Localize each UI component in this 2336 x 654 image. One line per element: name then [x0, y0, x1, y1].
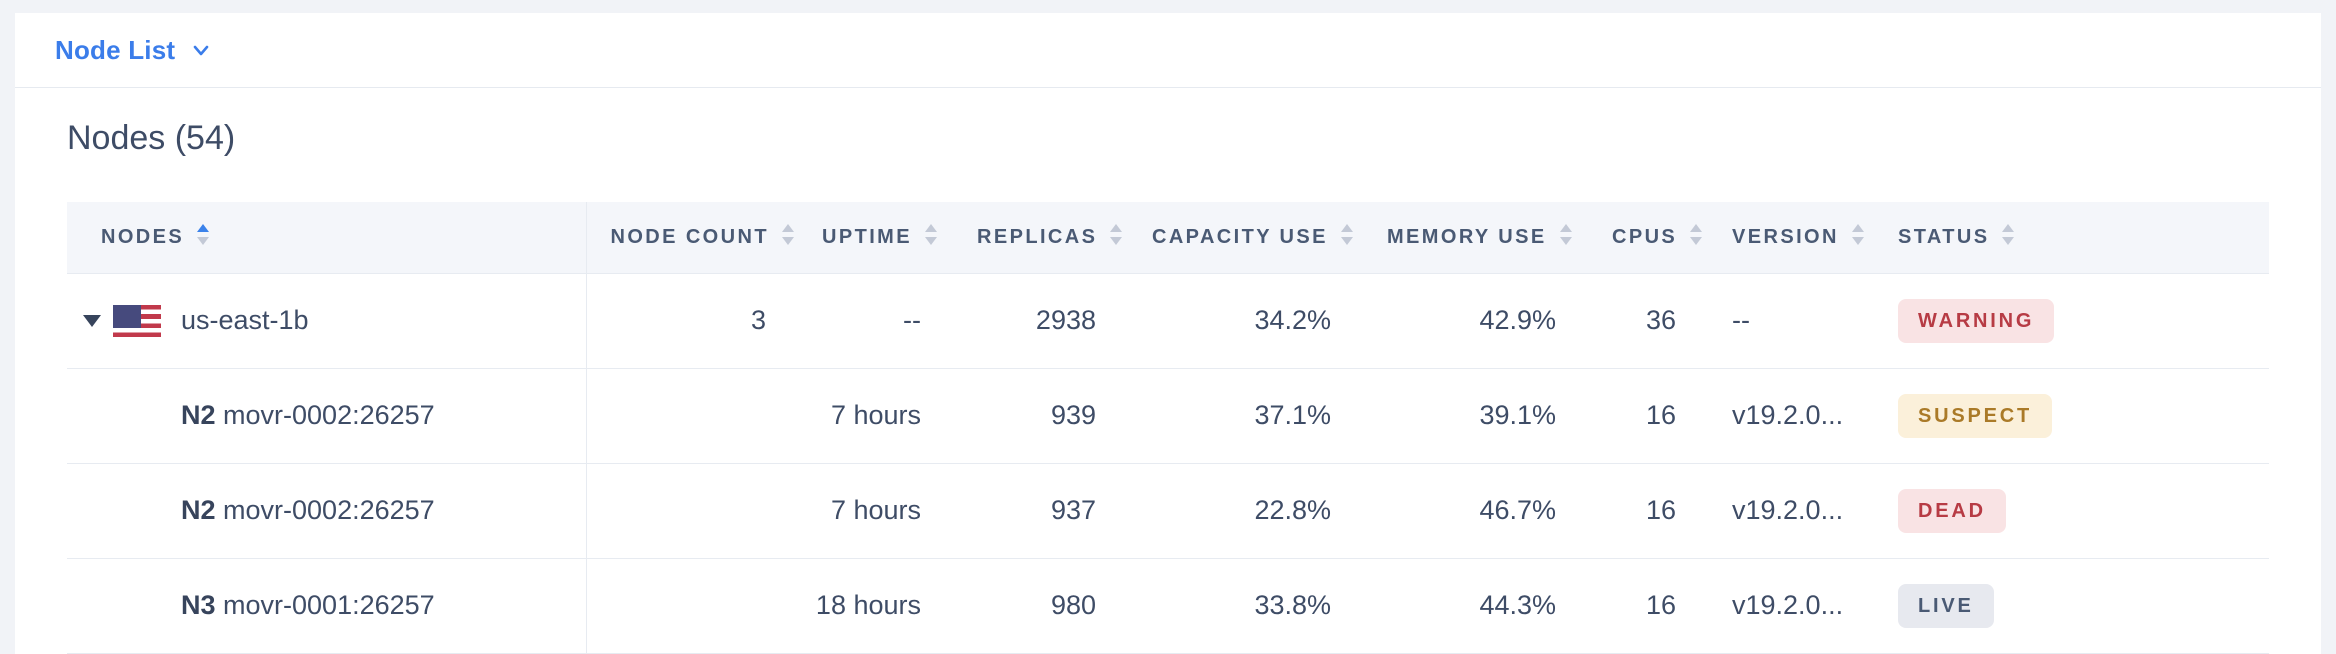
cell-capacity-use: 37.1%: [1128, 368, 1363, 464]
column-label: MEMORY USE: [1387, 225, 1547, 248]
column-header-status[interactable]: STATUS: [1874, 202, 2269, 274]
collapse-caret-icon[interactable]: [83, 314, 101, 327]
column-header-nodes[interactable]: NODES: [67, 202, 587, 274]
column-header-node-count[interactable]: NODE COUNT: [586, 202, 798, 274]
column-label: NODE COUNT: [610, 225, 769, 248]
cell-version: --: [1708, 273, 1874, 369]
node-address: movr-0002:26257: [223, 495, 435, 525]
column-header-replicas[interactable]: REPLICAS: [953, 202, 1128, 274]
cell-version: v19.2.0...: [1708, 463, 1874, 559]
sort-icon[interactable]: [1851, 223, 1865, 252]
cell-memory-use: 39.1%: [1363, 368, 1588, 464]
node-address: movr-0002:26257: [223, 400, 435, 430]
cell-node-count: [586, 558, 798, 654]
cell-replicas: 939: [953, 368, 1128, 464]
page-title: Nodes (54): [67, 119, 236, 157]
column-label: CAPACITY USE: [1152, 225, 1328, 248]
cell-uptime: 18 hours: [798, 558, 953, 654]
node-row[interactable]: N3 movr-0001:26257 18 hours 980 33.8% 44…: [67, 558, 2269, 654]
cell-uptime: 7 hours: [798, 368, 953, 464]
status-badge: WARNING: [1898, 298, 2055, 343]
cell-memory-use: 44.3%: [1363, 558, 1588, 654]
status-badge: DEAD: [1898, 488, 2006, 533]
cell-cpus: 16: [1588, 558, 1708, 654]
cell-version: v19.2.0...: [1708, 368, 1874, 464]
cell-version: v19.2.0...: [1708, 558, 1874, 654]
column-label: VERSION: [1732, 225, 1839, 248]
cell-node-count: [586, 368, 798, 464]
node-id: N3: [181, 590, 224, 620]
cell-status: WARNING: [1874, 273, 2269, 369]
cell-replicas: 937: [953, 463, 1128, 559]
node-id: N2: [181, 400, 224, 430]
node-list-card: Node List Nodes (54) NODES: [15, 13, 2321, 654]
cell-cpus: 16: [1588, 368, 1708, 464]
column-header-version[interactable]: VERSION: [1708, 202, 1874, 274]
view-selector-bar: Node List: [15, 13, 2321, 88]
node-list-dropdown-label[interactable]: Node List: [55, 34, 176, 65]
chevron-down-icon: [190, 39, 212, 66]
column-header-uptime[interactable]: UPTIME: [798, 202, 953, 274]
sort-icon[interactable]: [1340, 223, 1354, 252]
column-label: STATUS: [1898, 225, 1990, 248]
column-label: NODES: [101, 225, 185, 248]
sort-icon[interactable]: [1559, 223, 1573, 252]
cell-node-count: [586, 463, 798, 559]
region-name: us-east-1b: [181, 305, 309, 335]
status-badge: SUSPECT: [1898, 393, 2053, 438]
node-row[interactable]: N2 movr-0002:26257 7 hours 937 22.8% 46.…: [67, 463, 2269, 559]
cell-cpus: 16: [1588, 463, 1708, 559]
cell-memory-use: 46.7%: [1363, 463, 1588, 559]
node-row[interactable]: N2 movr-0002:26257 7 hours 939 37.1% 39.…: [67, 368, 2269, 464]
status-badge: LIVE: [1898, 583, 1994, 628]
sort-icon[interactable]: [924, 223, 938, 252]
cell-cpus: 36: [1588, 273, 1708, 369]
column-label: REPLICAS: [977, 225, 1098, 248]
cell-replicas: 2938: [953, 273, 1128, 369]
cell-status: LIVE: [1874, 558, 2269, 654]
cell-status: SUSPECT: [1874, 368, 2269, 464]
sort-icon[interactable]: [1689, 223, 1703, 252]
sort-icon-active-asc[interactable]: [196, 223, 210, 252]
table-header-row: NODES NODE COUNT: [67, 202, 2269, 274]
column-label: UPTIME: [822, 225, 912, 248]
cell-uptime: --: [798, 273, 953, 369]
cell-capacity-use: 34.2%: [1128, 273, 1363, 369]
column-header-memory-use[interactable]: MEMORY USE: [1363, 202, 1588, 274]
region-row-us-east-1b[interactable]: us-east-1b 3 -- 2938 34.2% 42.9% 36 -- W…: [67, 273, 2269, 369]
nodes-table: NODES NODE COUNT: [67, 202, 2269, 654]
cell-memory-use: 42.9%: [1363, 273, 1588, 369]
column-header-capacity-use[interactable]: CAPACITY USE: [1128, 202, 1363, 274]
node-address: movr-0001:26257: [223, 590, 435, 620]
column-header-cpus[interactable]: CPUS: [1588, 202, 1708, 274]
cell-capacity-use: 33.8%: [1128, 558, 1363, 654]
sort-icon[interactable]: [2001, 223, 2015, 252]
nodes-content: Nodes (54) NODES: [15, 118, 2321, 654]
cell-node-count: 3: [586, 273, 798, 369]
cell-status: DEAD: [1874, 463, 2269, 559]
node-list-dropdown[interactable]: Node List: [55, 35, 212, 66]
sort-icon[interactable]: [1109, 223, 1123, 252]
column-label: CPUS: [1612, 225, 1678, 248]
cell-uptime: 7 hours: [798, 463, 953, 559]
node-id: N2: [181, 495, 224, 525]
cell-replicas: 980: [953, 558, 1128, 654]
sort-icon[interactable]: [781, 223, 795, 252]
us-flag-icon: [113, 304, 161, 337]
cell-capacity-use: 22.8%: [1128, 463, 1363, 559]
